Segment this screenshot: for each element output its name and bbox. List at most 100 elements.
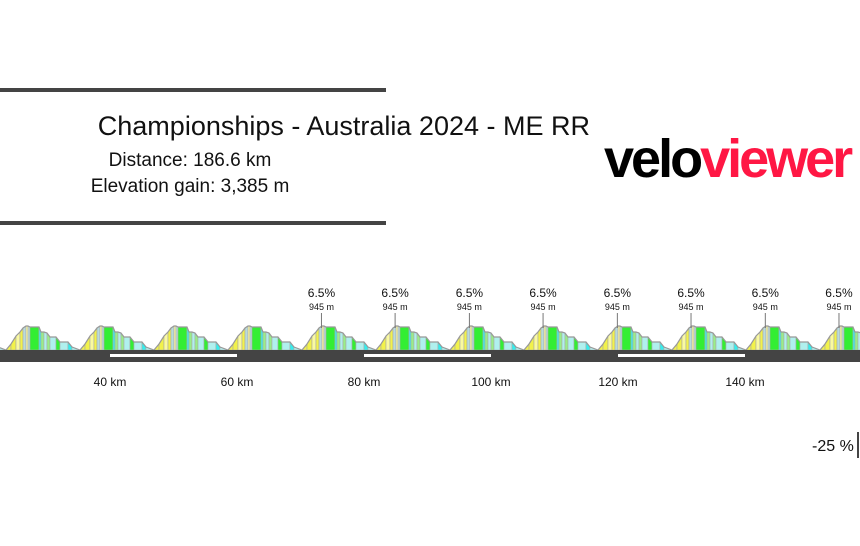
profile-outline [79,325,155,351]
profile-outline [153,325,229,351]
profile-segment [419,336,427,351]
profile-segment [262,331,267,351]
profile-segment [355,341,365,351]
profile-segment [473,326,484,351]
profile-segment [558,331,563,351]
x-tick-label: 140 km [725,375,764,389]
profile-outline [5,325,81,351]
profile-outline [375,325,451,351]
profile-segment [40,331,45,351]
profile-segment [29,326,40,351]
race-title: Championships - Australia 2024 - ME RR [97,111,590,141]
profile-segment [783,331,788,351]
climb-gradient-label: 6.5% [308,286,336,300]
profile-segment [641,336,649,351]
profile-segment [207,341,217,351]
profile-segment [244,325,249,351]
bottom-rule [0,221,386,225]
climb-gradient-label: 6.5% [677,286,705,300]
profile-segment [392,325,397,351]
climb-elevation-label: 945 m [679,302,704,312]
profile-segment [836,325,841,351]
profile-outline [0,347,7,351]
profile-segment [484,331,489,351]
gradient-legend-min: -25 % [812,438,854,455]
distance-band-marker [618,354,745,357]
profile-outline [819,325,860,351]
profile-segment [281,341,291,351]
climb-elevation-label: 945 m [457,302,482,312]
profile-segment [345,336,353,351]
profile-segment [614,325,619,351]
profile-segment [339,331,344,351]
profile-segment [43,331,48,351]
gradient-legend-bar [857,432,859,458]
profile-segment [487,331,492,351]
profile-segment [413,331,418,351]
profile-segment [635,331,640,351]
profile-segment [762,325,767,351]
veloviewer-logo: veloviewer [604,129,853,189]
profile-outline [449,325,525,351]
profile-segment [117,331,122,351]
profile-segment [399,326,410,351]
profile-segment [706,331,711,351]
distance-label: Distance: 186.6 km [108,150,272,171]
x-tick-label: 40 km [94,375,127,389]
profile-segment [715,336,723,351]
profile-outline [671,325,747,351]
profile-segment [318,325,323,351]
climb-gradient-label: 6.5% [752,286,780,300]
profile-segment [651,341,661,351]
profile-segment [843,326,854,351]
climb-elevation-label: 945 m [383,302,408,312]
profile-segment [709,331,714,351]
profile-segment [410,331,415,351]
profile-segment [197,336,205,351]
distance-band-marker [110,354,237,357]
climb-elevation-label: 945 m [826,302,851,312]
profile-outline [523,325,599,351]
profile-outline [301,325,377,351]
profile-segment [561,331,566,351]
profile-segment [725,341,735,351]
profile-segment [493,336,501,351]
profile-segment [688,325,693,351]
climb-gradient-label: 6.5% [604,286,632,300]
profile-segment [271,336,279,351]
x-tick-label: 100 km [471,375,510,389]
profile-segment [114,331,119,351]
climb-gradient-label: 6.5% [825,286,853,300]
climb-gradient-label: 6.5% [456,286,484,300]
profile-segment [96,325,101,351]
climb-elevation-label: 945 m [531,302,556,312]
profile-segment [789,336,797,351]
profile-segment [854,331,859,351]
x-tick-label: 80 km [348,375,381,389]
profile-outline [597,325,673,351]
profile-segment [466,325,471,351]
x-tick-label: 120 km [598,375,637,389]
profile-segment [103,326,114,351]
profile-segment [49,336,57,351]
profile-segment [632,331,637,351]
profile-segment [22,325,27,351]
climb-elevation-label: 945 m [309,302,334,312]
profile-segment [799,341,809,351]
profile-segment [325,326,336,351]
profile-segment [547,326,558,351]
profile-segment [191,331,196,351]
profile-segment [780,331,785,351]
profile-outline [227,325,303,351]
top-rule [0,88,386,92]
profile-segment [336,331,341,351]
profile-segment [177,326,188,351]
profile-segment [577,341,587,351]
x-tick-label: 60 km [221,375,254,389]
profile-segment [170,325,175,351]
elevation-gain-label: Elevation gain: 3,385 m [90,176,290,197]
climb-elevation-label: 945 m [753,302,778,312]
profile-segment [133,341,143,351]
profile-segment [265,331,270,351]
profile-segment [769,326,780,351]
